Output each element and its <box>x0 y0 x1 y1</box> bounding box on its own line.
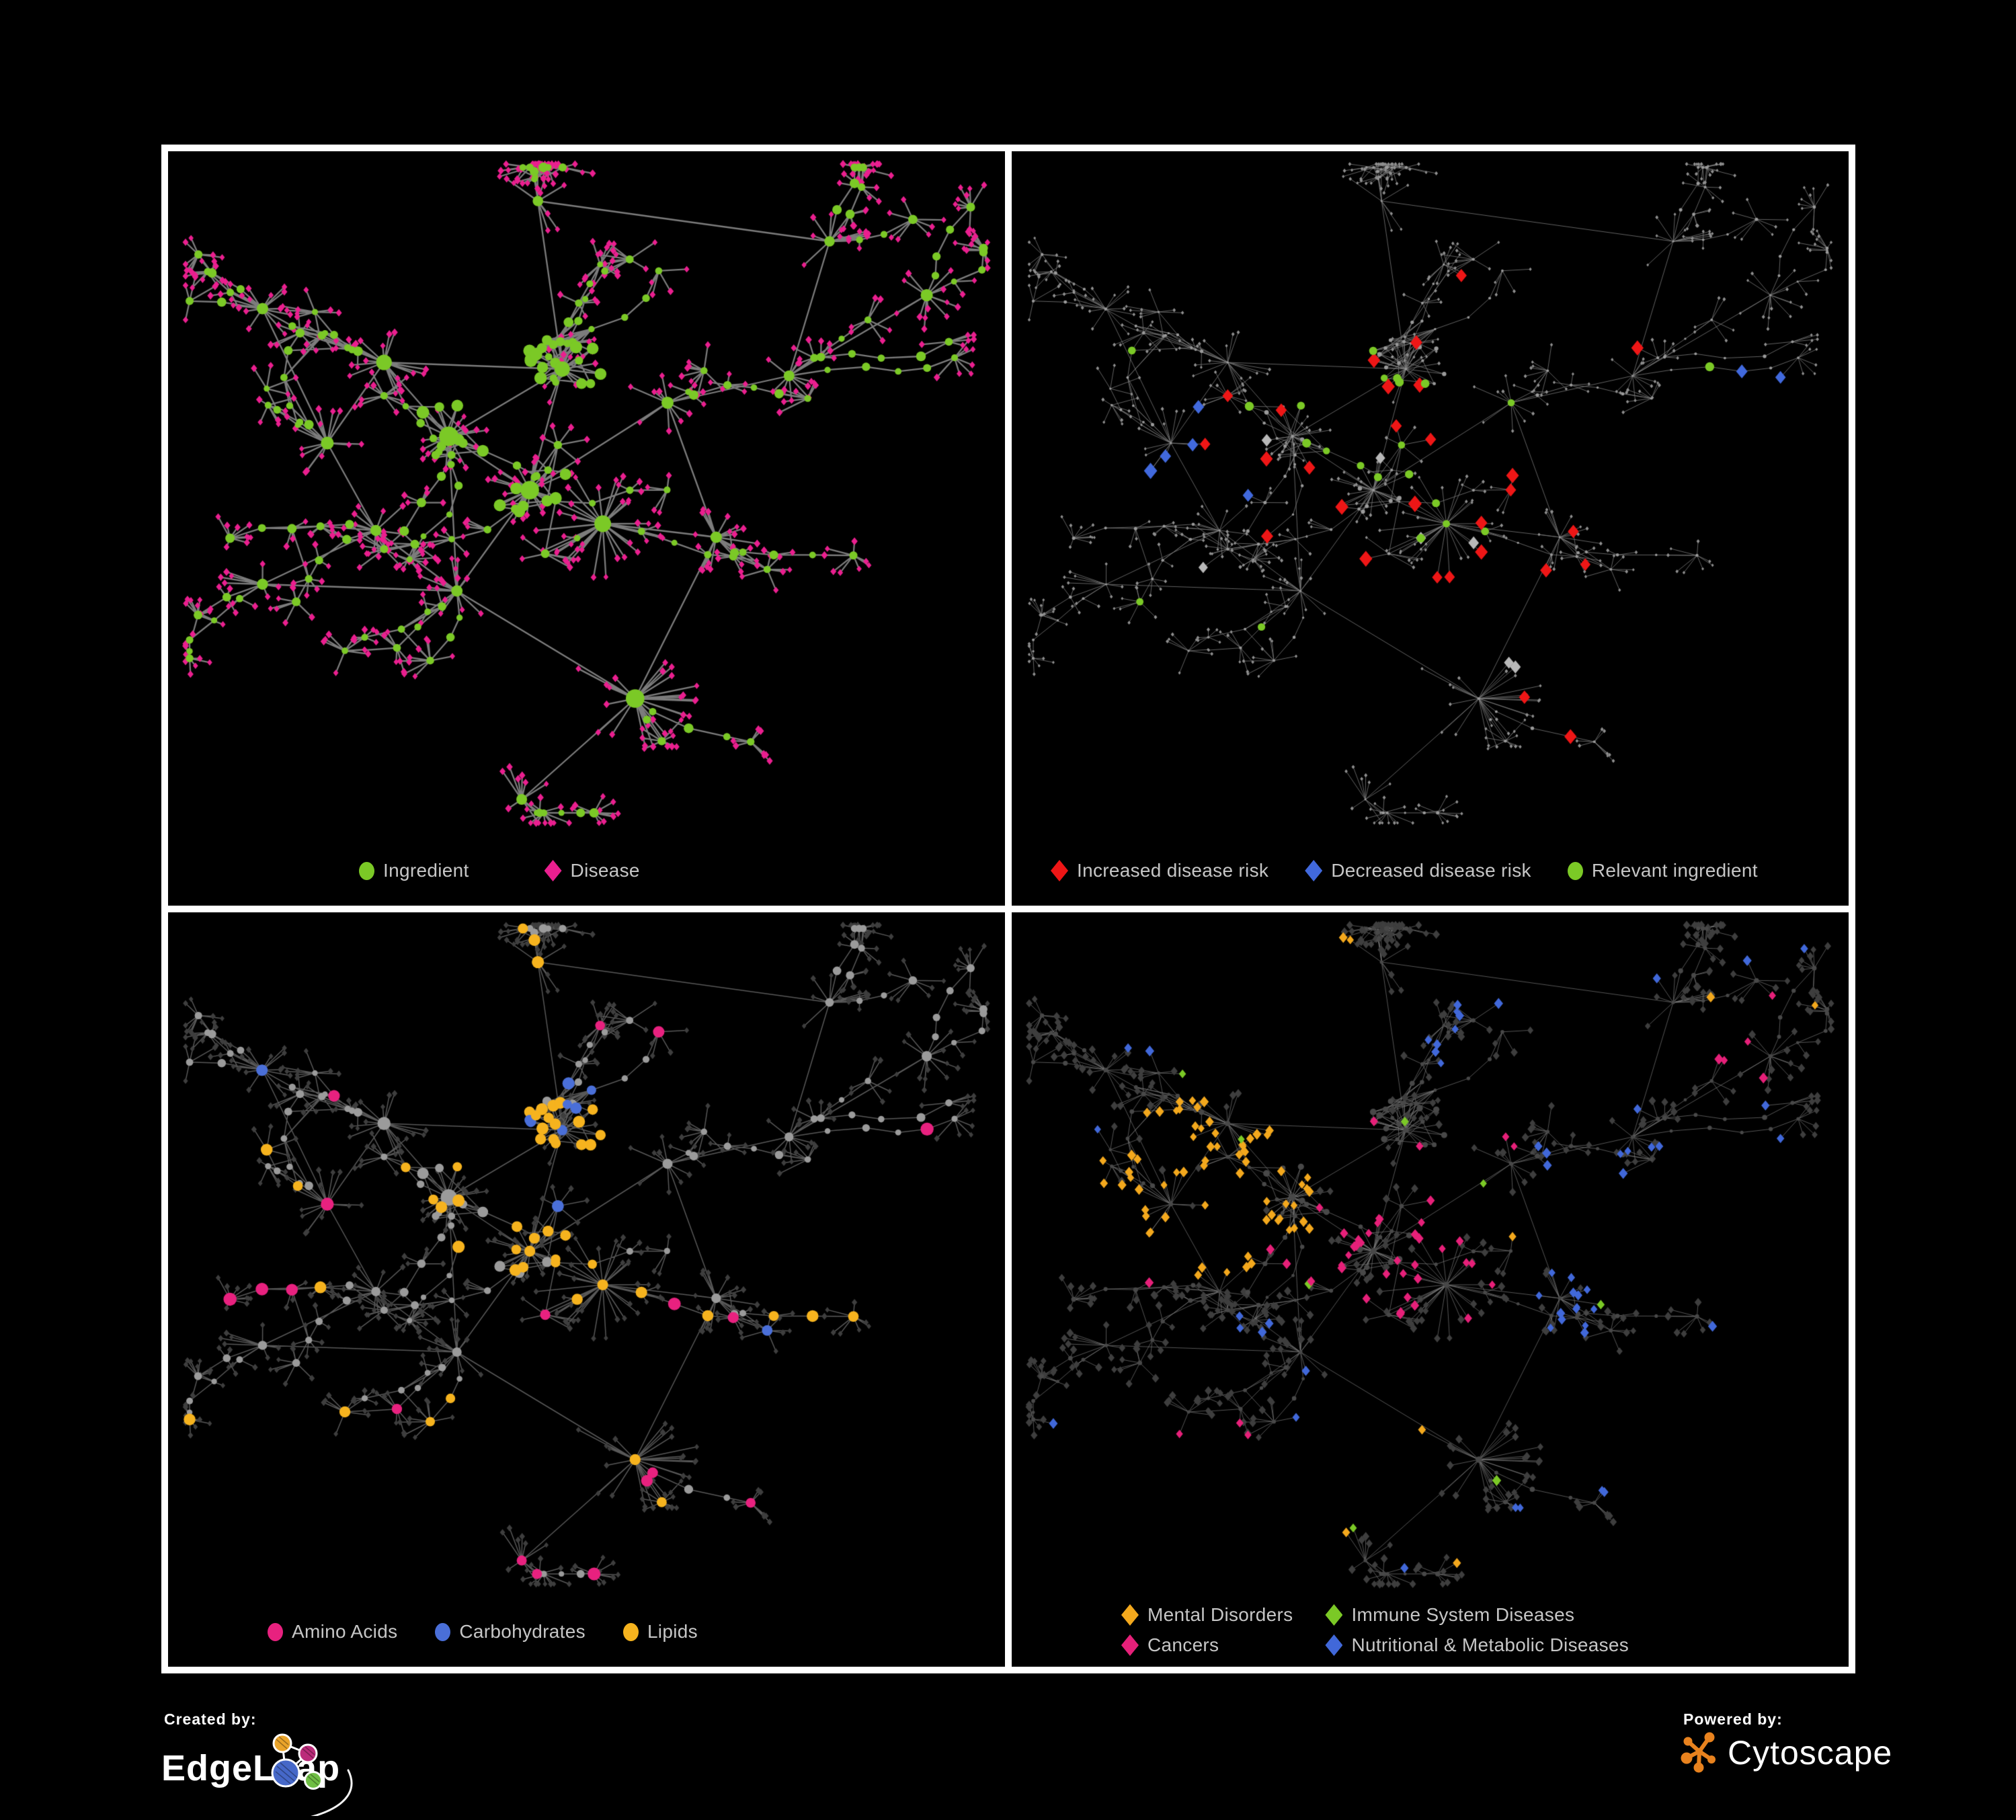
panel-nutrient-classes: Amino Acids Carbohydrates Lipids <box>168 912 1005 1667</box>
legend-item-immune-system-diseases: Immune System Diseases <box>1325 1604 1629 1626</box>
created-by-label: Created by: <box>164 1710 257 1728</box>
legend-label: Immune System Diseases <box>1351 1604 1575 1625</box>
disease-risk-network-canvas <box>1012 151 1849 906</box>
ingredient-disease-network-canvas <box>168 151 1005 906</box>
nutrient-class-network-canvas <box>168 912 1005 1667</box>
legend-label: Disease <box>570 860 640 881</box>
legend-label: Mental Disorders <box>1147 1604 1293 1625</box>
legend-label: Carbohydrates <box>459 1621 586 1642</box>
legend-ingredient-disease: Ingredient Disease <box>168 860 1005 881</box>
disease-diamond-swatch <box>544 860 562 881</box>
increased-risk-diamond-swatch <box>1051 860 1068 881</box>
powered-by-label: Powered by: <box>1683 1710 1783 1728</box>
cytoscape-logo-icon <box>1681 1732 1716 1773</box>
legend-nutrient-classes: Amino Acids Carbohydrates Lipids <box>168 1621 1005 1643</box>
panel-disease-risk: Increased disease risk Decreased disease… <box>1012 151 1849 906</box>
legend-item-nutritional-metabolic-diseases: Nutritional & Metabolic Diseases <box>1325 1634 1629 1656</box>
cytoscape-wordmark: Cytoscape <box>1728 1734 1893 1772</box>
legend-item-carbohydrates: Carbohydrates <box>435 1621 586 1643</box>
legend-item-amino-acids: Amino Acids <box>268 1621 397 1643</box>
cancers-diamond-swatch <box>1121 1634 1139 1656</box>
carbohydrates-circle-swatch <box>435 1622 451 1641</box>
created-by-block: Created by: EdgeLeap <box>161 1706 538 1817</box>
immune-diseases-diamond-swatch <box>1325 1604 1343 1626</box>
legend-item-decreased-risk: Decreased disease risk <box>1305 860 1531 881</box>
legend-label: Lipids <box>647 1621 698 1642</box>
panel-disease-categories: Mental Disorders Immune System Diseases … <box>1012 912 1849 1667</box>
disease-category-network-canvas <box>1012 912 1849 1667</box>
legend-disease-risk: Increased disease risk Decreased disease… <box>1012 860 1849 881</box>
legend-item-ingredient: Ingredient <box>359 860 469 881</box>
edgeleap-logo-icon <box>271 1733 353 1816</box>
legend-label: Nutritional & Metabolic Diseases <box>1351 1634 1629 1655</box>
legend-disease-categories: Mental Disorders Immune System Diseases … <box>1121 1604 1629 1656</box>
legend-item-cancers: Cancers <box>1121 1634 1293 1656</box>
amino-acids-circle-swatch <box>268 1622 283 1641</box>
panel-ingredient-disease: Ingredient Disease <box>168 151 1005 906</box>
legend-item-increased-risk: Increased disease risk <box>1051 860 1268 881</box>
legend-item-relevant-ingredient: Relevant ingredient <box>1567 860 1758 881</box>
legend-label: Amino Acids <box>292 1621 398 1642</box>
legend-label: Cancers <box>1147 1634 1219 1655</box>
nutritional-metabolic-diamond-swatch <box>1325 1634 1343 1656</box>
legend-label: Ingredient <box>383 860 469 881</box>
powered-by-block: Powered by: Cytoscape <box>1681 1706 1990 1817</box>
legend-label: Decreased disease risk <box>1331 860 1531 881</box>
mental-disorders-diamond-swatch <box>1121 1604 1139 1626</box>
four-panel-grid: Ingredient Disease Increased disease ris… <box>161 145 1855 1673</box>
legend-label: Increased disease risk <box>1077 860 1269 881</box>
decreased-risk-diamond-swatch <box>1305 860 1323 881</box>
lipids-circle-swatch <box>622 1622 639 1641</box>
legend-item-mental-disorders: Mental Disorders <box>1121 1604 1293 1626</box>
legend-item-lipids: Lipids <box>622 1621 698 1643</box>
legend-label: Relevant ingredient <box>1591 860 1758 881</box>
ingredient-circle-swatch <box>359 861 374 880</box>
relevant-ingredient-circle-swatch <box>1567 861 1583 880</box>
legend-item-disease: Disease <box>544 860 640 881</box>
